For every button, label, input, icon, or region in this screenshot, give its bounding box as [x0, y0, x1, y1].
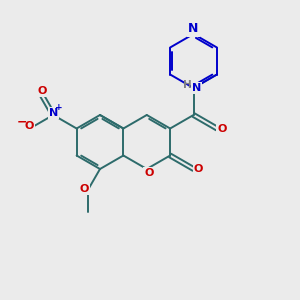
Text: −: − — [17, 116, 27, 128]
Text: H: H — [183, 80, 192, 90]
Text: O: O — [144, 168, 154, 178]
Text: N: N — [192, 83, 201, 93]
Text: N: N — [188, 22, 199, 35]
Text: O: O — [38, 86, 47, 96]
Text: O: O — [25, 121, 34, 131]
Text: N: N — [49, 108, 58, 118]
Text: O: O — [80, 184, 89, 194]
Text: O: O — [194, 164, 203, 174]
Text: O: O — [217, 124, 226, 134]
Text: +: + — [56, 103, 63, 112]
